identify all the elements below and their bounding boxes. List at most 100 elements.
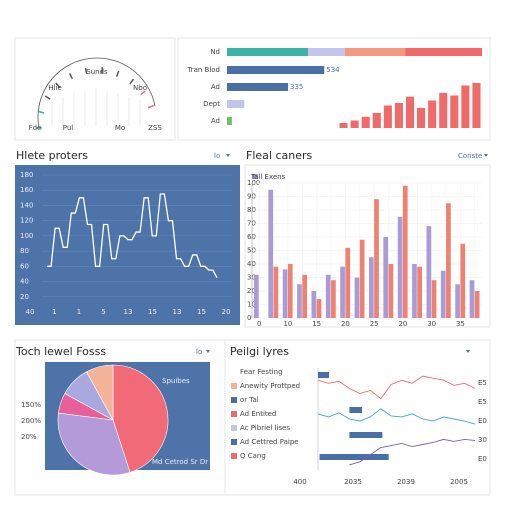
column — [428, 100, 437, 128]
y-tick-label: 0 — [247, 314, 251, 322]
bar — [359, 239, 365, 318]
gauge-tick — [140, 90, 146, 96]
bar — [227, 66, 325, 74]
dropdown-icon[interactable] — [466, 350, 470, 353]
bar — [345, 247, 351, 318]
legend-swatch — [252, 174, 258, 179]
y-tick-label: 60 — [247, 233, 256, 241]
panel-control[interactable]: lo — [196, 348, 202, 356]
column — [405, 96, 415, 128]
bar — [402, 185, 408, 318]
bar — [254, 274, 259, 318]
column — [339, 123, 348, 128]
right-label: 30 — [478, 436, 487, 444]
right-label: E0 — [478, 455, 487, 463]
legend-label: Ad Cettred Paipe — [240, 438, 299, 446]
bar — [268, 189, 274, 318]
column — [472, 83, 481, 128]
pie-slice — [86, 364, 114, 421]
x-tick-label: 15 — [148, 308, 157, 316]
x-tick-label: 0 — [257, 320, 261, 328]
line-series — [317, 375, 476, 400]
legend-label: Ad Entited — [240, 410, 276, 418]
bar — [417, 266, 422, 318]
y-tick-label: 100 — [20, 232, 33, 240]
y-tick-label: 120 — [20, 217, 33, 225]
column — [350, 120, 359, 128]
legend-swatch — [231, 369, 237, 375]
y-tick-label: 10 — [247, 301, 256, 309]
pie-slice — [112, 364, 169, 473]
bar — [369, 257, 374, 318]
gauge-tick — [84, 67, 88, 75]
gauge-arc — [37, 57, 156, 129]
gauge-tick — [101, 67, 104, 74]
legend-swatch — [231, 425, 237, 431]
panel-title: Toch lewel Fosss — [15, 345, 106, 358]
y-tick-label: 40 — [247, 260, 256, 268]
bar-label: Tran Blod — [186, 66, 220, 74]
column — [417, 108, 426, 128]
bar — [227, 117, 232, 125]
x-tick-label: 25 — [370, 320, 379, 328]
column — [450, 95, 459, 128]
x-tick-label: 20 — [398, 320, 407, 328]
gauge-label: Mo — [115, 124, 125, 132]
y-tick-label: 40 — [20, 278, 29, 286]
gauge-tick — [55, 82, 61, 88]
legend-swatch — [231, 411, 237, 417]
y-tick-label: 90 — [247, 193, 256, 201]
y-tick-label: 70 — [247, 220, 256, 228]
bar-value: 534 — [326, 66, 340, 74]
bar — [227, 100, 245, 108]
legend-swatch — [231, 383, 237, 389]
bar — [374, 199, 379, 318]
bar — [426, 226, 432, 318]
bar-label: Dept — [203, 100, 220, 108]
y-tick-label: 20 — [247, 287, 256, 295]
bar — [325, 274, 331, 318]
dropdown-icon[interactable] — [484, 154, 488, 157]
bar — [302, 274, 307, 318]
stacked-segment — [227, 48, 309, 56]
gantt-bar — [319, 454, 389, 460]
y-tick-label: 50 — [247, 247, 256, 255]
gauge-tick — [129, 78, 135, 85]
panel-title: Hlete proters — [16, 149, 88, 162]
column — [394, 103, 403, 128]
x-tick-label: 5 — [101, 308, 105, 316]
panel-control[interactable]: lo — [214, 152, 220, 160]
bar — [297, 284, 302, 318]
bar — [273, 266, 279, 318]
legend-label: Ac Pibriel lises — [240, 424, 290, 432]
y-tick-label: 160 — [20, 186, 33, 194]
bar — [412, 264, 417, 318]
line-plot-bg — [15, 165, 240, 325]
x-tick-label: 15 — [312, 320, 321, 328]
pie-label: Spuibes — [162, 377, 190, 385]
legend-swatch — [231, 453, 237, 459]
dropdown-icon[interactable] — [226, 154, 230, 157]
bar — [388, 264, 394, 318]
x-tick-label: 20 — [341, 320, 350, 328]
y-tick-label: 20 — [20, 293, 29, 301]
x-tick-label: 2035 — [344, 478, 362, 486]
gauge-tick — [68, 73, 74, 80]
legend-label: Anewity Prottped — [240, 382, 300, 390]
bar — [469, 280, 475, 318]
line-series — [317, 408, 476, 425]
bar — [474, 291, 480, 318]
dropdown-icon[interactable] — [206, 350, 210, 353]
right-label: E5 — [478, 379, 487, 387]
legend-swatch — [231, 439, 237, 445]
panel-control[interactable]: Conste — [458, 152, 482, 160]
gauge-label: Nbo — [133, 84, 147, 92]
side-label: 20% — [21, 433, 37, 441]
bar — [311, 291, 317, 318]
gantt-bar — [349, 407, 362, 413]
x-tick-label: 1 — [77, 308, 81, 316]
gauge-tick — [44, 95, 51, 100]
x-tick-label: 40 — [26, 308, 35, 316]
panel-title: Peilgi lyres — [230, 345, 289, 358]
